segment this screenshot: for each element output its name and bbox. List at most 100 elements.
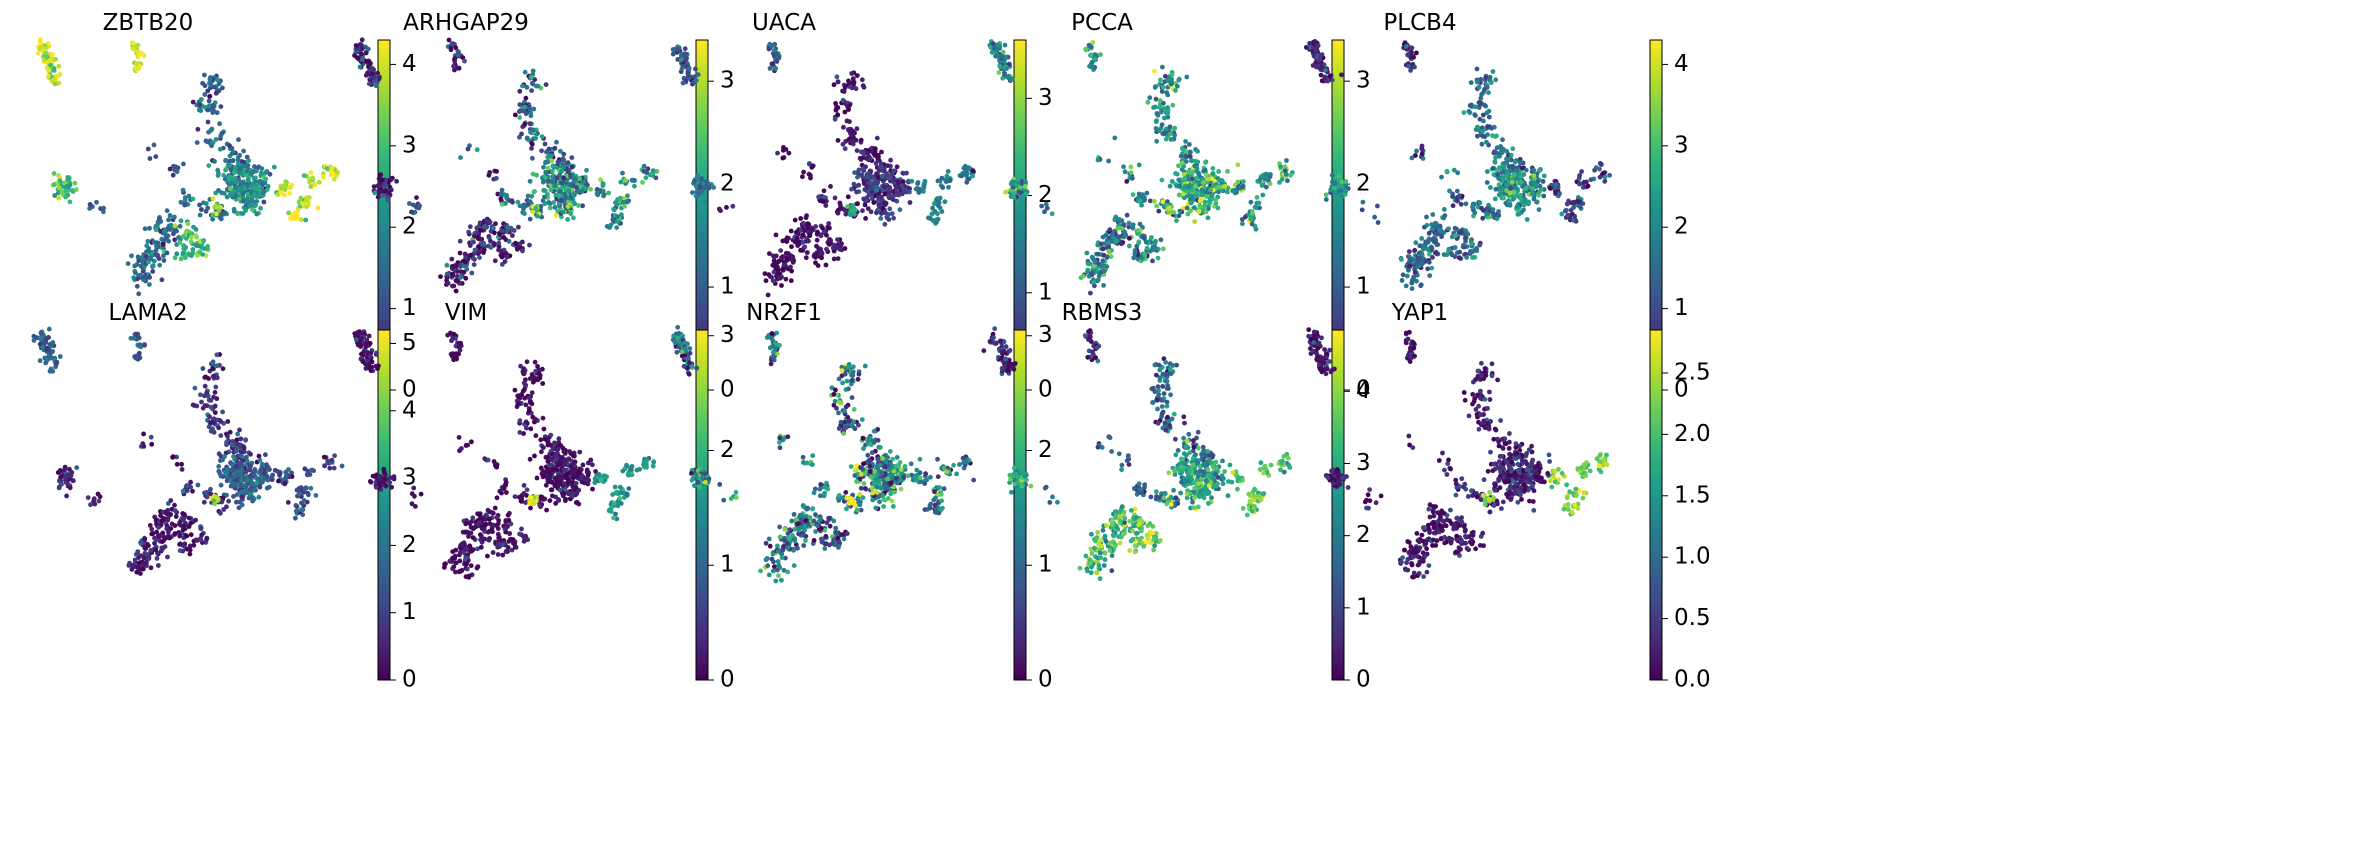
cell-point [137,63,143,69]
cell-point [704,179,710,185]
cell-point [524,84,530,90]
cell-point [214,110,220,116]
cell-point [205,107,211,113]
cell-point [188,239,194,245]
cell-point [534,83,539,89]
cell-point [1011,194,1017,200]
cell-point [265,465,271,470]
cell-point [560,209,566,215]
cell-point [1167,124,1173,130]
cell-point [1405,52,1410,58]
cell-point [1477,200,1483,206]
cell-point [1456,255,1462,261]
cell-point [101,205,106,211]
cell-point [841,124,846,130]
cell-point [64,184,69,189]
cell-point [945,169,951,174]
cell-point [1248,199,1254,205]
cell-point [1457,193,1462,199]
cell-point [1421,246,1426,252]
cell-point [1199,192,1205,198]
cell-point [161,229,167,234]
cell-point [1100,258,1106,264]
cell-point [947,178,953,183]
cell-point [1116,217,1122,222]
cell-point [620,199,626,205]
cell-point [385,194,391,200]
cell-point [874,184,880,190]
cell-point [850,203,856,209]
cell-point [212,205,218,210]
cell-point [510,233,515,238]
cell-point [249,198,255,204]
cell-point [1485,169,1490,174]
cell-point [283,179,289,185]
cell-point [855,201,860,207]
cell-point [51,171,57,176]
cell-point [1173,171,1178,176]
cell-point [216,468,222,474]
cell-point [831,256,837,262]
cell-point [457,238,463,244]
cell-point [1081,273,1086,279]
cell-point [1173,88,1178,93]
cell-point [1480,207,1486,213]
cell-point [1597,174,1603,180]
cell-point [693,184,699,190]
cell-point [1439,174,1444,180]
cell-point [569,164,575,170]
cell-point [359,37,365,43]
cell-point [232,473,238,479]
cell-point [763,278,769,284]
cell-point [383,178,388,184]
cell-point [874,210,879,216]
cell-point [529,193,535,199]
cell-point [837,246,843,252]
cell-point [138,571,143,576]
cell-point [224,194,230,200]
cell-point [1195,148,1200,154]
cell-point [780,155,786,161]
cell-point [190,99,196,105]
cell-point [716,206,722,212]
cell-point [359,57,365,63]
cell-point [608,222,614,228]
cell-point [325,459,330,465]
cell-point [543,82,549,87]
cell-point [1507,202,1513,208]
cell-point [1003,189,1008,195]
cell-point [135,549,141,554]
cell-point [487,170,493,175]
cell-point [1497,153,1502,159]
cell-point [879,173,885,179]
cell-point [1359,207,1365,213]
cell-point [246,466,252,472]
cell-point [239,467,245,472]
cell-point [1285,178,1290,184]
cell-point [279,190,285,196]
cell-point [471,239,476,245]
cell-point [363,50,369,56]
cell-point [227,162,233,168]
cell-point [1172,132,1178,138]
cell-point [199,207,204,212]
cell-point [1130,225,1136,231]
cell-point [1512,159,1518,165]
cell-point [773,263,779,268]
cell-point [1597,161,1603,166]
cell-point [1409,45,1415,51]
cell-point [542,194,547,200]
cell-point [889,211,895,217]
cell-point [1006,61,1012,67]
cell-point [876,194,881,200]
cell-point [615,219,620,225]
cell-point [1442,213,1448,219]
cell-point [1509,179,1515,185]
cell-point [188,253,194,259]
cell-point [56,485,62,491]
panel-title: PCCA [1071,10,1133,36]
cell-point [574,189,580,194]
cell-point [528,110,533,116]
cell-point [217,418,223,423]
cell-point [1039,203,1045,209]
